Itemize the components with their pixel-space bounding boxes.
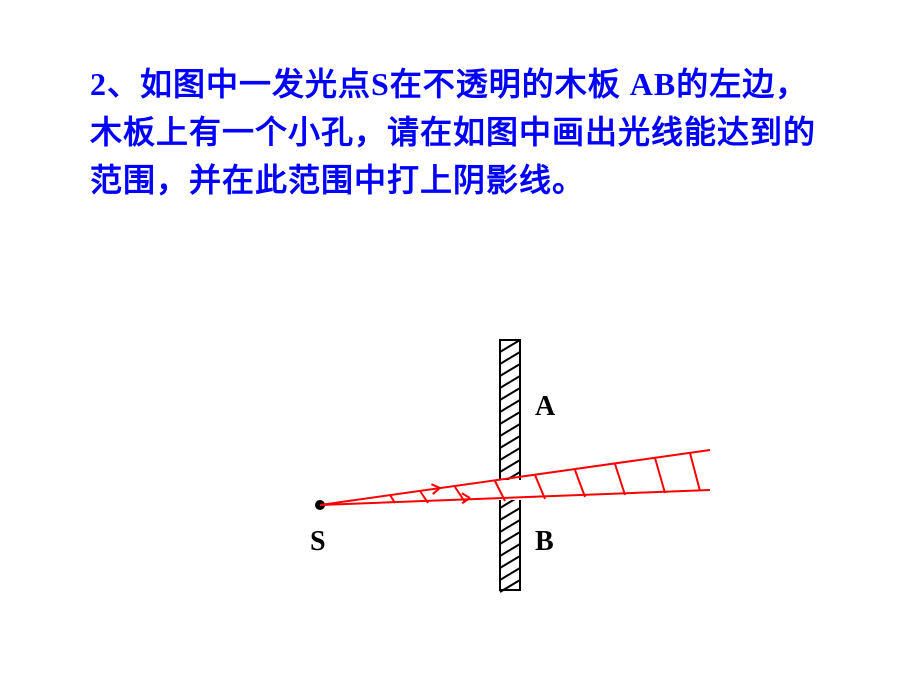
question-text: 2、如图中一发光点S在不透明的木板 AB的左边，木板上有一个小孔，请在如图中画出… [90, 60, 830, 204]
diagram-svg: A B S [240, 320, 720, 620]
label-s: S [310, 526, 326, 557]
label-b: B [535, 526, 554, 557]
board-hatching [500, 340, 520, 592]
physics-diagram: A B S [240, 320, 720, 620]
label-a: A [535, 391, 556, 422]
